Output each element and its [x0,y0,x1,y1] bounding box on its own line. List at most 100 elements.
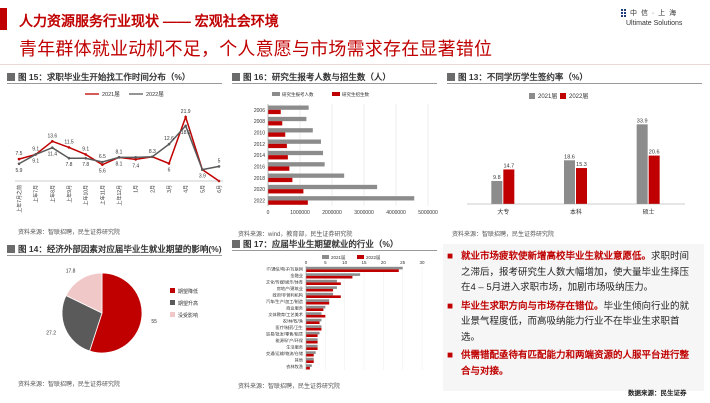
data-label: 6.5 [99,154,106,160]
data-point [184,124,187,128]
bar-enrolled [268,200,308,205]
data-label: 33.9 [637,118,648,124]
data-label: 7.8 [66,162,73,168]
y-tick-label: 2006 [254,108,265,114]
bar-applicants [268,173,345,178]
x-tick-label: 0 [267,210,270,216]
x-tick-label: 上年10月 [83,185,90,206]
bar-2021 [306,312,322,315]
bar-2022 [306,288,334,292]
legend-swatch-enrolled [332,92,340,96]
bar-2022 [306,360,314,363]
data-point [84,153,87,156]
data-point [184,115,187,119]
data-label: 7.5 [16,151,23,157]
data-label: 7.8 [82,162,89,168]
bar-2021 [306,351,316,354]
data-label: 6 [168,167,171,173]
bar-2022 [306,353,314,357]
y-tick-label: 商业服务 [286,305,304,312]
fig14-title-text: 图 14：经济外部因素对应届毕业生就业期望的影响(%) [18,244,222,254]
logo-en-text: Ultimate Solutions [626,20,683,27]
bar-2022 [306,314,326,318]
fig17-divider [232,250,437,251]
y-tick-label: 政府/非营利机构 [273,292,303,299]
bar [564,160,575,204]
data-point [67,156,71,160]
fig17-title: 图 17：应届毕业生期望就业的行业（%） [232,238,398,250]
bullet-text: 毕业生倾向行业的就业景气程度低，而高吸纳能力行业不在毕业生求职首选。 [461,300,690,343]
x-tick-label: 0 [305,260,308,265]
y-tick-label: 房地产/建筑业 [277,285,303,292]
fig13-title: 图 13：不同学历学生签约率（%） [447,71,588,83]
data-label: 20.6 [649,150,660,156]
fig16-divider [232,83,437,84]
title-square-icon [447,73,455,81]
bullet-dot-icon: ■ [447,251,454,262]
data-label: 9.1 [32,146,39,152]
data-point [217,165,221,168]
bar [491,180,503,204]
bullet-item: ■ 供需错配亟待有匹配能力和两端资源的人服平台进行整合与对接。 [447,348,697,379]
bar [503,169,515,204]
legend-swatch [170,300,175,305]
bar-2021 [306,338,318,341]
y-tick-label: 医疗/制药/卫生 [276,324,303,331]
fig17-title-text: 图 17：应届毕业生期望就业的行业（%） [243,239,399,249]
y-tick-label: 金融业 [290,272,303,279]
bar-2021 [306,299,330,302]
bar-2021 [306,325,322,328]
x-tick-label: 上年11月 [99,185,106,205]
x-tick-label: 硕士 [643,208,655,216]
bar-2022 [306,282,341,285]
legend-label: 2021届 [102,91,120,98]
data-label: 18.9 [181,130,191,136]
bar-2021 [306,305,326,309]
fig14-source: 资料来源：智联招聘，民生证券研究院 [18,382,121,388]
fig16-source: 资料来源：wind，教育部，民生证券研究院 [238,232,353,238]
fig16-bar-chart: 研究生报考人数 研究生招生数 0 1000000 2000000 3000000 40000… [254,91,438,216]
legend-label: 2022届 [569,93,588,100]
y-tick-label: 2016 [254,164,265,170]
y-tick-label: 2014 [254,153,265,159]
x-tick-label: 25 [400,260,406,265]
x-tick-label: 20 [381,260,387,265]
y-tick-label: 交通/运输/物流/仓储 [266,350,303,357]
fig15-divider [7,83,222,84]
data-label: 11.5 [64,139,74,145]
fig13-title-text: 图 13：不同学历学生签约率（%） [458,72,588,82]
y-tick-label: 2012 [254,142,265,148]
data-label: 5.9 [16,168,23,174]
title-square-icon [7,73,15,81]
bar-applicants [268,116,307,122]
x-tick-label: 30 [419,260,425,265]
data-label: 11.4 [48,152,58,158]
left-accent-bar [0,8,7,30]
bar-2022 [306,327,322,331]
x-tick-label: 2000000 [322,210,342,216]
bullet-dot-icon: ■ [447,350,454,361]
fig17-source: 资料来源：智联招聘，民生证券研究院 [238,384,341,390]
data-label: 9.8 [493,175,501,181]
bar-applicants [268,162,325,167]
y-tick-label: 汽车/生产/加工/制造 [266,298,304,305]
data-label: 12.6 [164,136,174,142]
y-tick-label: 能源/矿产/环保 [276,337,304,344]
x-tick-label: 1000000 [290,210,310,216]
pie-slice [89,272,143,354]
data-label: 55 [151,319,157,325]
title-square-icon [232,240,240,248]
legend-label: 2022届 [146,91,164,98]
footer-datasource: 数据来源：民生证券 [628,390,687,397]
bar-2022 [306,295,341,298]
y-tick-label: 2022 [254,198,265,204]
y-tick-label: 2020 [254,187,265,193]
data-label: 5.6 [99,169,106,175]
bar-enrolled [268,166,290,171]
bar-applicants [268,105,309,110]
data-label: 21.9 [181,109,191,115]
bar-enrolled [268,155,288,160]
bar-enrolled [268,189,304,194]
bullet-highlight: 就业市场疲软使新增高校毕业生就业意愿低。 [461,251,652,262]
